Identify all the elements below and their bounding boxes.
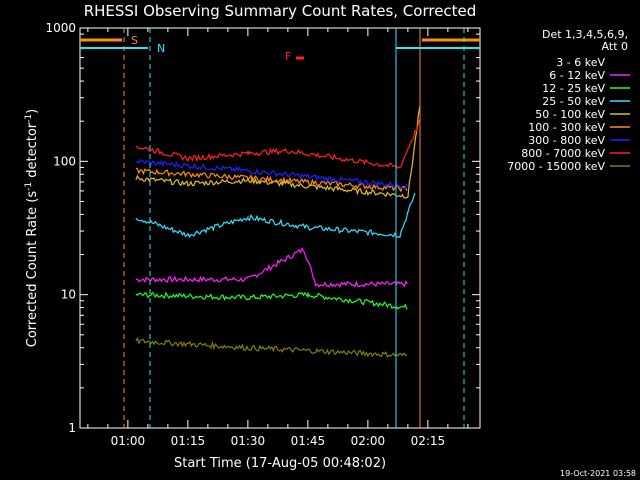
legend-label: 25 - 50 keV [542,95,605,108]
legend-label: 800 - 7000 keV [521,147,605,160]
y-label-part: detector [25,122,40,182]
legend-label: 12 - 25 keV [542,82,605,95]
legend-label: 300 - 800 keV [528,134,605,147]
x-tick-label: 01:45 [291,434,326,448]
x-axis: 01:00 01:15 01:30 01:45 02:00 02:15 [87,28,469,448]
series-line [135,291,408,310]
plot-area [79,27,481,429]
x-tick-label: 01:00 [111,434,146,448]
y-axis-label: Corrected Count Rate (s-1 detector-1) [24,109,40,347]
series-line [135,158,408,190]
footer-timestamp: 19-Oct-2021 03:58 [560,469,636,478]
legend-label: 100 - 300 keV [528,121,605,134]
x-tick-label: 01:15 [171,434,206,448]
series-line [135,167,408,193]
series-line [135,192,416,239]
series-line [135,246,408,288]
legend-label: 50 - 100 keV [535,108,605,121]
x-tick-label: 01:30 [231,434,266,448]
x-axis-label: Start Time (17-Aug-05 00:48:02) [174,456,386,471]
y-label-sup: -1 [24,182,34,191]
y-axis: 1 10 100 1000 [45,21,480,435]
y-tick-label: 1 [68,421,76,435]
y-tick-label: 1000 [45,21,76,35]
flare-flag-label: F [285,50,291,63]
y-label-part: Corrected Count Rate (s [25,191,40,348]
series-layer [135,105,421,359]
legend-label: 6 - 12 keV [549,69,605,82]
legend-header: Det 1,3,4,5,6,9, [542,28,628,41]
x-tick-label: 02:15 [411,434,446,448]
series-line [135,119,420,170]
saa-flag-label: S [131,34,138,47]
y-tick-label: 100 [53,154,76,168]
y-label-part: ) [25,109,40,114]
night-flag-label: N [157,42,165,55]
legend-label: 3 - 6 keV [556,56,605,69]
legend-header: Att 0 [602,40,628,53]
flag-layer: S N F [80,28,480,428]
y-label-sup: -1 [24,114,34,123]
y-tick-label: 10 [61,288,76,302]
legend-label: 7000 - 15000 keV [507,160,605,173]
chart-title: RHESSI Observing Summary Count Rates, Co… [84,2,477,20]
x-tick-label: 02:00 [351,434,386,448]
series-line [135,336,408,359]
